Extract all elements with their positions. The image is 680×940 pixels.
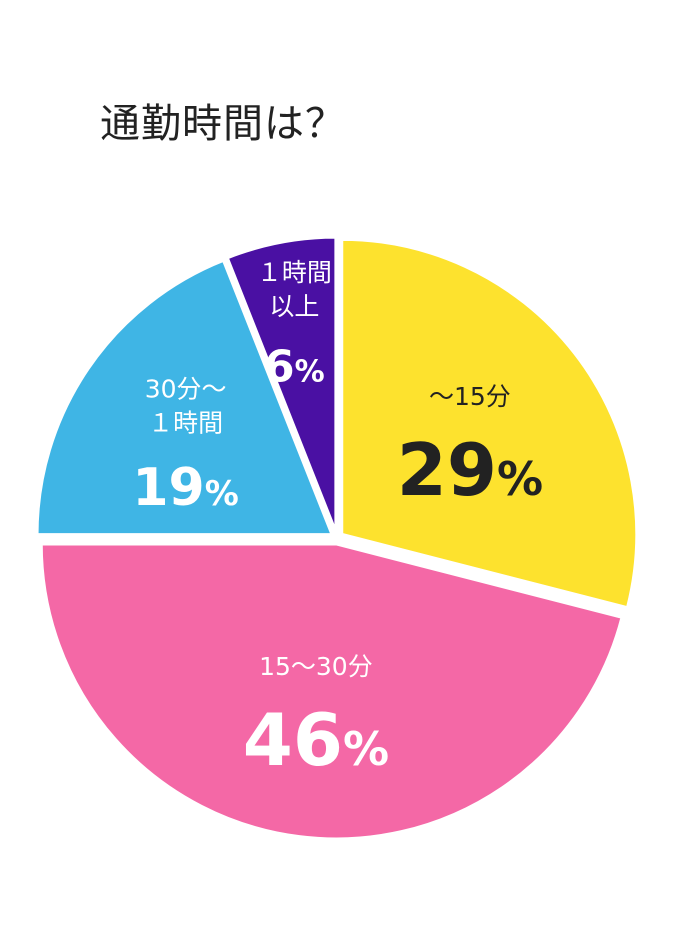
pie-slice-2-value: 46%	[243, 698, 389, 782]
pie-slice-1-value-percent-sign: %	[497, 452, 543, 506]
pie-slice-4-value: 6%	[264, 341, 325, 392]
pie-slice-4	[225, 235, 338, 533]
pie-slice-1-label-line-1: 〜15分	[429, 382, 511, 411]
pie-slice-1-value-number: 29	[397, 428, 497, 512]
pie-slice-3-value-percent-sign: %	[205, 474, 239, 514]
pie-slice-3-label-line-1: 30分〜	[145, 375, 227, 404]
pie-slice-4-label-line-1: １時間	[257, 258, 332, 287]
chart-title: 通勤時間は？	[100, 101, 346, 147]
pie-slice-2	[39, 542, 624, 841]
pie-slice-2-value-percent-sign: %	[343, 722, 389, 776]
pie-slice-3-value: 19%	[132, 458, 238, 518]
pie-slice-4-value-percent-sign: %	[295, 354, 325, 389]
pie-slice-4-label-line-2: 以上	[269, 292, 319, 321]
pie-slice-3-label-line-2: １時間	[148, 409, 223, 438]
pie-slice-1	[340, 237, 639, 610]
pie-slice-2-value-number: 46	[243, 698, 343, 782]
pie-slice-3	[35, 258, 335, 537]
pie-slice-4-value-number: 6	[264, 341, 295, 392]
pie-slice-3-value-number: 19	[132, 458, 204, 518]
pie-slice-1-value: 29%	[397, 428, 543, 512]
pie-slice-2-label-line-1: 15〜30分	[259, 652, 373, 681]
